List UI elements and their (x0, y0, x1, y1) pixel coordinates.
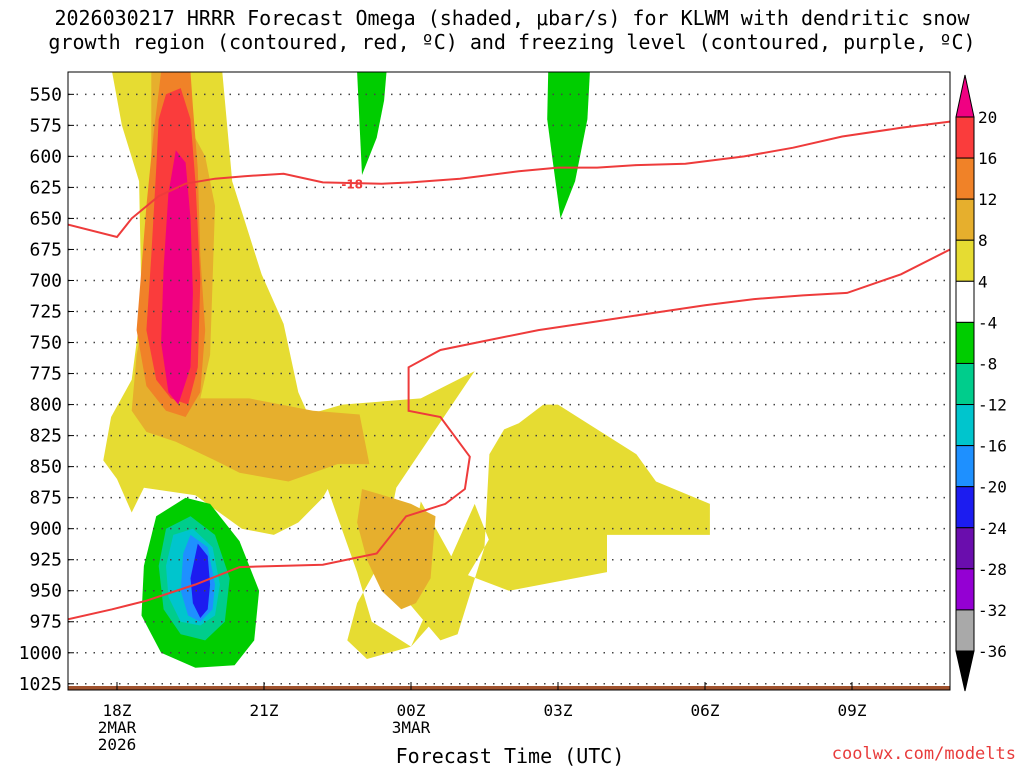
plot-frame (67, 71, 951, 691)
x-tick-label: 21Z (250, 701, 279, 720)
contour-label: -18 (341, 178, 363, 192)
y-tick-label-875: 875 (29, 488, 62, 509)
y-tick-label-800: 800 (29, 395, 62, 416)
temperature-contours: -18 (68, 120, 950, 621)
colorbar-bin (955, 609, 975, 652)
omega-colorbar: -36 -32 -28 -24 -20 -16 -12 -8 -4 4 8 12 16 20 (955, 74, 1007, 692)
colorbar-label: 20 (978, 108, 997, 127)
contour-dgz-lower-line (68, 248, 950, 621)
colorbar-over-arrow (955, 74, 975, 118)
shade-omega-neg-20-to-24 (190, 543, 211, 618)
y-tick-label-575: 575 (29, 115, 62, 136)
colorbar-bin (955, 239, 975, 282)
y-tick-label-900: 900 (29, 519, 62, 540)
x-tick-label: 03Z (544, 701, 573, 720)
colorbar-under-arrow (955, 650, 975, 692)
y-tick-label-1025: 1025 (19, 674, 62, 695)
colorbar-label: 16 (978, 149, 997, 168)
y-tick-label-675: 675 (29, 239, 62, 260)
shade-omega-over-20 (161, 150, 193, 405)
y-tick-label-850: 850 (29, 457, 62, 478)
colorbar-bin (955, 362, 975, 406)
colorbar-label: -28 (978, 560, 1007, 579)
colorbar-bin (955, 280, 975, 323)
x-tick-label: 18Z (103, 701, 132, 720)
x-tick-label: 2MAR (98, 718, 137, 737)
colorbar-bin (955, 321, 975, 364)
contour-dgz-18C-line (68, 120, 950, 239)
colorbar-bin (955, 198, 975, 241)
y-tick-label-625: 625 (29, 177, 62, 198)
colorbar-label: 4 (978, 272, 988, 291)
y-tick-label-1000: 1000 (19, 643, 62, 664)
y-tick-label-600: 600 (29, 146, 62, 167)
colorbar-bin (955, 445, 975, 488)
shade-omega-neg-4-to-8-upper-a (357, 72, 387, 175)
colorbar-label: -12 (978, 396, 1007, 415)
omega-shading-layer (68, 72, 950, 690)
credit-text: coolwx.com/modelts (831, 744, 1016, 764)
y-tick-label-975: 975 (29, 612, 62, 633)
x-tick-label: 2026 (98, 735, 137, 754)
y-tick-label-725: 725 (29, 302, 62, 323)
colorbar-bin (955, 157, 975, 200)
colorbar-bin (955, 527, 975, 570)
x-tick-label: 06Z (691, 701, 720, 720)
y-tick-label-750: 750 (29, 333, 62, 354)
pressure-axis: 550 575 600 625 650 675 700 725 750 775 800 825 850 8… (19, 84, 74, 695)
y-tick-label-700: 700 (29, 270, 62, 291)
colorbar-bin (955, 404, 975, 447)
colorbar-label: -36 (978, 642, 1007, 661)
colorbar-label: -4 (978, 313, 997, 332)
colorbar-label: -20 (978, 478, 1007, 497)
y-tick-label-650: 650 (29, 208, 62, 229)
colorbar-label: -24 (978, 519, 1007, 538)
x-tick-label: 00Z (397, 701, 426, 720)
x-axis-title: Forecast Time (UTC) (395, 744, 625, 768)
shade-omega-neg-4-to-8-upper-b (547, 72, 590, 219)
shade-omega-4-to-8 (103, 72, 710, 659)
colorbar-label: 8 (978, 231, 988, 250)
chart-title-line-2: growth region (contoured, red, ºC) and f… (48, 30, 976, 54)
x-tick-label: 3MAR (392, 718, 431, 737)
y-tick-label-950: 950 (29, 581, 62, 602)
colorbar-bin (955, 568, 975, 611)
colorbar-bin (955, 116, 975, 159)
colorbar-bin (955, 486, 975, 529)
y-tick-label-550: 550 (29, 84, 62, 105)
colorbar-label: -32 (978, 601, 1007, 620)
y-tick-label-925: 925 (29, 550, 62, 571)
y-tick-label-825: 825 (29, 426, 62, 447)
x-tick-label: 09Z (838, 701, 867, 720)
y-tick-label-775: 775 (29, 364, 62, 385)
colorbar-label: 12 (978, 190, 997, 209)
chart-title-line-1: 2026030217 HRRR Forecast Omega (shaded, … (54, 6, 970, 30)
ground-strip (68, 686, 950, 690)
shade-omega-8-to-12-low (357, 489, 436, 610)
colorbar-label: -16 (978, 437, 1007, 456)
colorbar-label: -8 (978, 354, 997, 373)
